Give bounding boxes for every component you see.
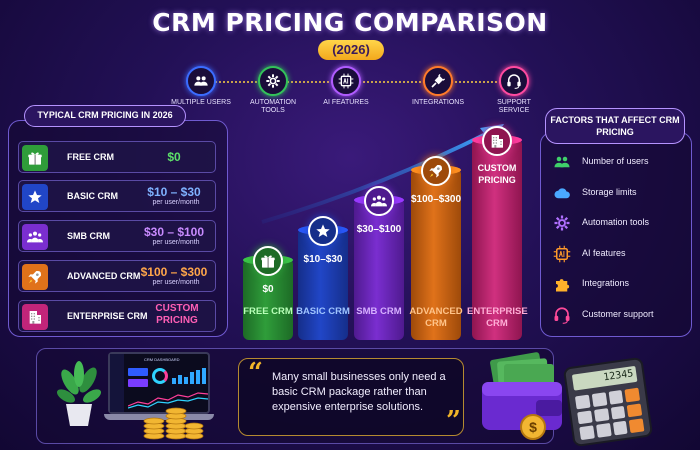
- bar-price-label: $0: [262, 284, 274, 295]
- star-icon: [22, 184, 48, 210]
- bar-price-label: $10–$30: [303, 254, 343, 265]
- dollar-coin: $: [520, 414, 546, 440]
- tier-name: SMB CRM: [67, 231, 110, 241]
- open-quote-mark: “: [248, 358, 263, 388]
- tier-name: ENTERPRISE CRM: [67, 311, 148, 321]
- factor-label: Automation tools: [582, 217, 650, 228]
- coin-stacks: [143, 407, 204, 440]
- feature-ai-chip: AI FEATURES: [316, 66, 376, 107]
- feature-users: MULTIPLE USERS: [171, 66, 231, 107]
- pricing-tier-row: FREE CRM $0: [18, 141, 216, 173]
- feature-headset: SUPPORT SERVICE: [484, 66, 544, 115]
- bar-tier-label: BASIC CRM: [296, 306, 350, 317]
- pricing-factor-item: Storage limits: [552, 183, 684, 203]
- feature-label: MULTIPLE USERS: [171, 99, 231, 106]
- plug-icon: [423, 66, 453, 96]
- tier-name: BASIC CRM: [67, 191, 118, 201]
- factor-label: Customer support: [582, 309, 654, 319]
- rocket-icon: [22, 264, 48, 290]
- bar-price-label: CUSTOM PRICING: [477, 163, 517, 185]
- tier-price: $10 – $30: [147, 185, 201, 199]
- feature-label: INTEGRATIONS: [412, 99, 464, 106]
- gift-icon: [22, 145, 48, 171]
- headset-icon: [499, 66, 529, 96]
- factor-label: Storage limits: [582, 186, 637, 197]
- gear-icon: [552, 213, 572, 233]
- close-quote-mark: ”: [446, 406, 461, 436]
- calculator-display: 12345: [571, 365, 638, 391]
- feature-gear: AUTOMATION TOOLS: [243, 66, 303, 115]
- factor-label: Integrations: [582, 278, 630, 289]
- price-bar: [298, 225, 348, 340]
- year-badge: (2026): [318, 40, 384, 60]
- tier-price-unit: per user/month: [152, 199, 200, 206]
- tier-price-unit: per user/month: [152, 279, 200, 286]
- tier-name: ADVANCED CRM: [67, 271, 141, 281]
- pricing-factor-item: Customer support: [552, 305, 684, 325]
- tier-price: $100 – $300: [140, 265, 208, 279]
- pricing-factor-item: Number of users: [552, 152, 684, 172]
- calculator-icon: 12345: [562, 356, 654, 448]
- factor-label: Number of users: [582, 156, 649, 166]
- pricing-tier-row: ADVANCED CRM $100 – $300 per user/month: [18, 260, 216, 292]
- ai-chip-icon: [552, 244, 572, 264]
- gift-icon: [253, 246, 283, 276]
- pricing-factor-item: Integrations: [552, 274, 684, 294]
- pricing-tier-row: SMB CRM $30 – $100 per user/month: [18, 220, 216, 252]
- headset-icon: [552, 305, 572, 325]
- plant-illustration: [56, 361, 102, 426]
- cloud-icon: [552, 183, 572, 203]
- team-icon: [22, 224, 48, 250]
- team-icon: [364, 186, 394, 216]
- tier-price-unit: per user/month: [152, 239, 200, 246]
- ai-chip-icon: [331, 66, 361, 96]
- feature-plug: INTEGRATIONS: [408, 66, 468, 107]
- bar-tier-label: ENTERPRISE CRM: [467, 306, 528, 329]
- bar-tier-label: FREE CRM: [243, 306, 293, 317]
- puzzle-icon: [552, 274, 572, 294]
- factors-header: FACTORS THAT AFFECT CRM PRICING: [545, 108, 685, 144]
- star-icon: [308, 216, 338, 246]
- tier-price: $0: [167, 150, 181, 164]
- pricing-tier-row: BASIC CRM $10 – $30 per user/month: [18, 180, 216, 212]
- factor-label: AI features: [582, 247, 626, 258]
- pricing-tiers-header: TYPICAL CRM PRICING IN 2026: [24, 105, 186, 127]
- feature-label: AI FEATURES: [323, 99, 369, 106]
- bar-price-label: $100–$300: [410, 194, 462, 205]
- pricing-factor-item: Automation tools: [552, 213, 684, 233]
- bar-tier-label: SMB CRM: [356, 306, 402, 317]
- building-icon: [22, 304, 48, 330]
- bar-price-label: $30–$100: [356, 224, 402, 235]
- tier-price: CUSTOM PRICING: [155, 303, 199, 326]
- feature-label: SUPPORT SERVICE: [497, 99, 531, 114]
- users-icon: [552, 152, 572, 172]
- price-bar: [354, 195, 404, 340]
- dollar-coin-symbol: $: [529, 419, 537, 435]
- quote-text: Many small businesses only need a basic …: [272, 371, 446, 413]
- gear-icon: [258, 66, 288, 96]
- rocket-icon: [421, 156, 451, 186]
- tier-price: $30 – $100: [143, 225, 205, 239]
- laptop-dashboard: CRM DASHBOARD: [104, 352, 214, 422]
- feature-label: AUTOMATION TOOLS: [249, 99, 297, 114]
- dashboard-title: CRM DASHBOARD: [144, 357, 180, 362]
- users-icon: [186, 66, 216, 96]
- page-title: CRM PRICING COMPARISON: [152, 8, 548, 37]
- building-icon: [482, 126, 512, 156]
- bar-tier-label: ADVANCED CRM: [409, 306, 463, 329]
- tier-name: FREE CRM: [67, 152, 114, 162]
- quote-box: [238, 358, 464, 436]
- pricing-factor-item: AI features: [552, 244, 684, 264]
- pricing-tier-row: ENTERPRISE CRM CUSTOM PRICING: [18, 300, 216, 332]
